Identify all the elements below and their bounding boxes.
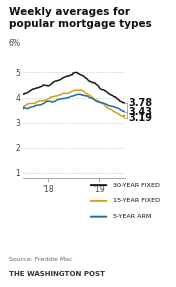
Text: 5-YEAR ARM: 5-YEAR ARM — [113, 214, 151, 219]
Text: Weekly averages for
popular mortgage types: Weekly averages for popular mortgage typ… — [9, 7, 152, 29]
Text: 3.78: 3.78 — [128, 98, 152, 108]
Text: THE WASHINGTON POST: THE WASHINGTON POST — [9, 271, 105, 276]
Text: 3.19: 3.19 — [128, 113, 152, 123]
Text: 6%: 6% — [9, 39, 21, 48]
Text: 15-YEAR FIXED: 15-YEAR FIXED — [113, 198, 160, 203]
Text: 30-YEAR FIXED: 30-YEAR FIXED — [113, 183, 159, 188]
Text: 3.43: 3.43 — [128, 107, 152, 117]
Text: Source: Freddie Mac: Source: Freddie Mac — [9, 257, 73, 262]
